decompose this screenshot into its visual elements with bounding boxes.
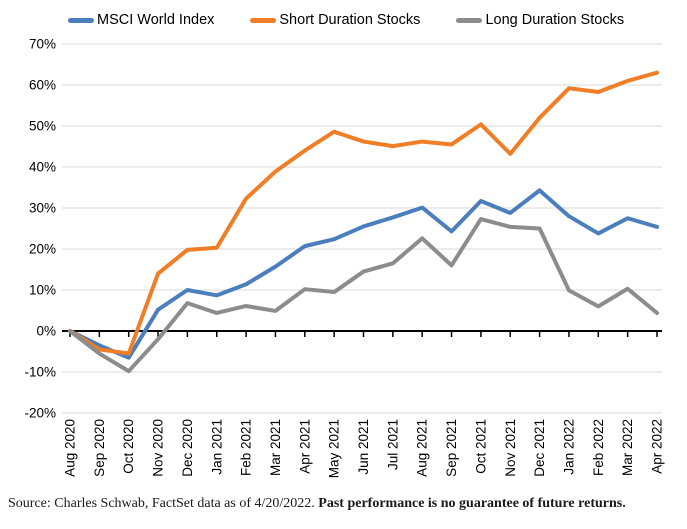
- x-axis-tick-label: Dec 2021: [532, 419, 547, 477]
- source-note: Source: Charles Schwab, FactSet data as …: [8, 496, 626, 512]
- y-axis-tick-label: 40%: [29, 160, 56, 175]
- x-axis-tick-label: Jun 2021: [356, 419, 371, 475]
- y-axis-tick-label: 60%: [29, 78, 56, 93]
- legend-item-msci-world-index: MSCI World Index: [68, 12, 214, 28]
- chart-legend: MSCI World Index Short Duration Stocks L…: [68, 12, 624, 28]
- series-line-short-duration-stocks: [68, 70, 659, 356]
- series-line-long-duration-stocks: [68, 217, 659, 374]
- x-axis-tick-label: Nov 2020: [151, 419, 166, 477]
- x-axis-tick-label: Nov 2021: [503, 419, 518, 477]
- series-line-msci-world-index: [68, 188, 659, 360]
- y-axis-tick-label: -10%: [24, 365, 56, 380]
- x-axis-tick-label: Aug 2020: [63, 419, 78, 477]
- x-axis-tick-label: Jul 2021: [385, 419, 400, 470]
- x-axis-tick-label: Aug 2021: [415, 419, 430, 477]
- x-axis-tick-label: Mar 2021: [268, 419, 283, 476]
- disclaimer-text: Past performance is no guarantee of futu…: [318, 496, 626, 511]
- legend-line-marker-orange: [250, 17, 277, 23]
- x-axis-tick-label: Apr 2021: [297, 419, 312, 474]
- y-axis-tick-label: 20%: [29, 242, 56, 257]
- x-axis-tick-label: Jan 2022: [561, 419, 576, 475]
- legend-label: Long Duration Stocks: [485, 12, 625, 28]
- legend-line-marker-gray: [456, 17, 483, 23]
- y-axis-tick-label: 70%: [29, 37, 56, 52]
- x-axis-tick-label: Apr 2022: [650, 419, 665, 474]
- x-axis-tick-label: Jan 2021: [209, 419, 224, 475]
- x-axis-tick-label: Oct 2020: [121, 419, 136, 474]
- y-axis-tick-label: 10%: [29, 283, 56, 298]
- legend-item-long-duration-stocks: Long Duration Stocks: [456, 12, 624, 28]
- x-axis-tick-label: Feb 2022: [591, 419, 606, 476]
- y-axis-tick-label: 50%: [29, 119, 56, 134]
- y-axis-tick-label: -20%: [24, 406, 56, 421]
- legend-line-marker-blue: [68, 17, 94, 23]
- y-axis-tick-label: 0%: [36, 324, 56, 339]
- legend-label: Short Duration Stocks: [279, 12, 421, 28]
- x-axis-tick-label: Sep 2021: [444, 419, 459, 477]
- x-axis-tick-label: Mar 2022: [620, 419, 635, 476]
- x-axis-tick-label: Feb 2021: [239, 419, 254, 476]
- source-text: Source: Charles Schwab, FactSet data as …: [8, 496, 319, 511]
- x-axis-tick-label: May 2021: [327, 419, 342, 478]
- legend-label: MSCI World Index: [97, 12, 215, 28]
- x-axis-tick-label: Sep 2020: [92, 419, 107, 477]
- legend-item-short-duration-stocks: Short Duration Stocks: [250, 12, 420, 28]
- x-axis-tick-label: Dec 2020: [180, 419, 195, 477]
- x-axis-tick-label: Oct 2021: [473, 419, 488, 474]
- y-axis-tick-label: 30%: [29, 201, 56, 216]
